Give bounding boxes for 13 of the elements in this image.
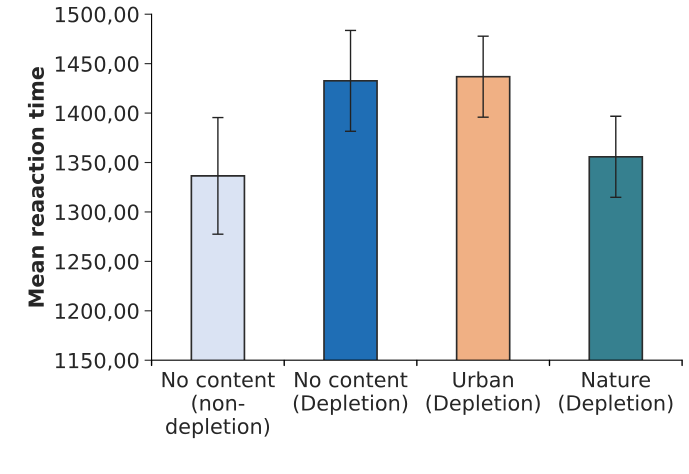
y-tick-label: 1300,00 (56, 204, 138, 222)
y-axis-title: Mean reaaction time (28, 67, 44, 306)
y-tick-label: 1450,00 (56, 56, 138, 74)
y-tick-label: 1200,00 (56, 303, 138, 322)
y-tick-label: 1150,00 (56, 352, 138, 371)
y-tick-label: 1500,00 (56, 6, 138, 25)
x-tick-label: No content (Depletion) (294, 372, 408, 415)
x-tick-label: No content (non- depletion) (162, 372, 275, 438)
y-tick-label: 1350,00 (56, 154, 138, 173)
x-tick-label: Urban (Depletion) (426, 371, 540, 415)
y-tick-label: 1400,00 (56, 106, 138, 124)
x-tick-label: Nature (Depletion) (559, 372, 672, 415)
y-tick-label: 1250,00 (56, 254, 138, 272)
